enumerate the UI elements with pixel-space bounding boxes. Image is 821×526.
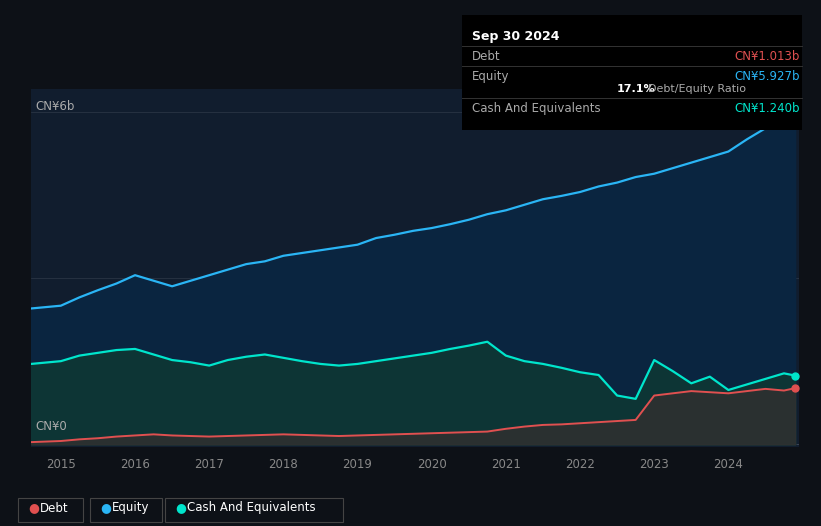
- Text: Debt/Equity Ratio: Debt/Equity Ratio: [648, 84, 746, 94]
- Text: CN¥6b: CN¥6b: [35, 100, 75, 113]
- Text: ●: ●: [175, 501, 186, 514]
- Text: Sep 30 2024: Sep 30 2024: [472, 30, 559, 43]
- Text: Debt: Debt: [472, 50, 501, 63]
- Text: Cash And Equivalents: Cash And Equivalents: [472, 102, 601, 115]
- Text: ●: ●: [100, 501, 111, 514]
- Text: ●: ●: [28, 501, 39, 514]
- Text: Equity: Equity: [472, 70, 510, 83]
- Text: CN¥1.240b: CN¥1.240b: [735, 102, 800, 115]
- Text: Equity: Equity: [112, 501, 149, 514]
- Text: 17.1%: 17.1%: [617, 84, 656, 94]
- Text: Debt: Debt: [40, 501, 69, 514]
- Text: CN¥1.013b: CN¥1.013b: [735, 50, 800, 63]
- Text: CN¥0: CN¥0: [35, 420, 67, 433]
- Text: Cash And Equivalents: Cash And Equivalents: [187, 501, 315, 514]
- Text: CN¥5.927b: CN¥5.927b: [735, 70, 800, 83]
